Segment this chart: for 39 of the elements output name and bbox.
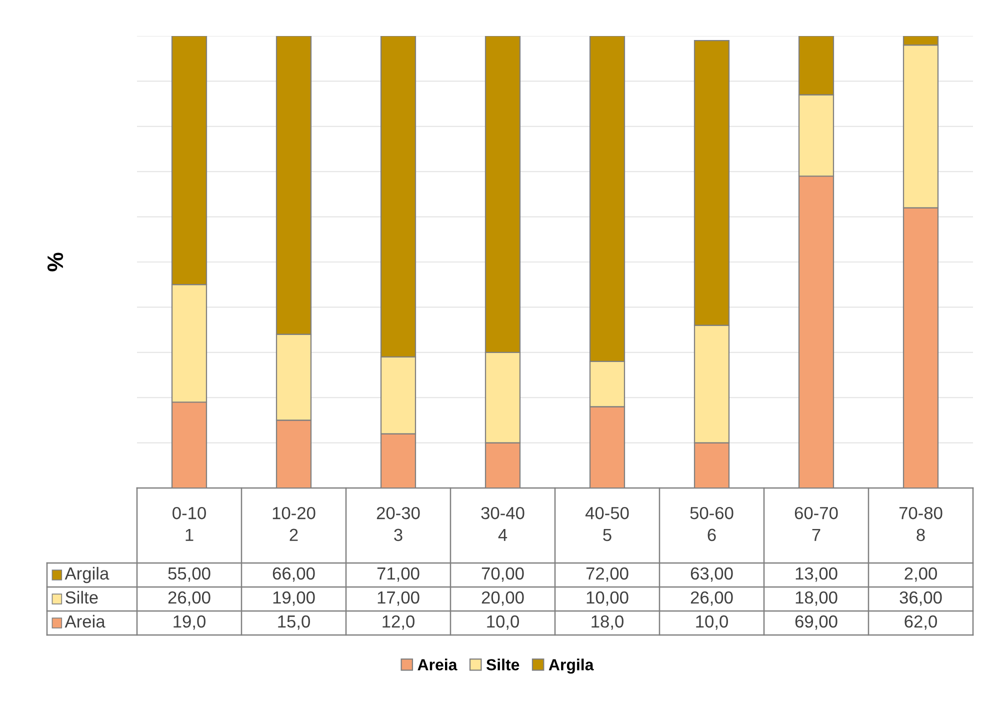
x-tick-label: 50-60 6 — [690, 506, 734, 542]
x-tick-label: 70-80 8 — [899, 506, 942, 542]
text: Silte — [486, 658, 520, 670]
data-label: 71,00 — [377, 567, 420, 582]
legend-label: Argila — [64, 566, 110, 584]
data-label: 10,0 — [487, 615, 519, 630]
x-tick-label: 30-40 4 — [481, 506, 524, 541]
data-label: 10,00 — [586, 591, 628, 606]
text: Areia — [418, 658, 458, 670]
data-label: 70,00 — [482, 567, 524, 582]
text: Argila — [548, 658, 594, 674]
data-label: 55,00 — [168, 567, 210, 582]
data-label: 69,00 — [795, 615, 838, 630]
data-label: 12,0 — [382, 615, 414, 630]
data-label: 20,00 — [482, 591, 524, 606]
legend-label: Silte — [66, 590, 98, 604]
legend-label: Areia — [64, 614, 106, 628]
data-label: 63,00 — [690, 567, 733, 582]
data-label: 10,0 — [696, 615, 728, 630]
data-label: 17,00 — [378, 591, 420, 606]
x-tick-label: 60-70 7 — [794, 506, 838, 541]
x-tick-label: 10-20 2 — [272, 506, 316, 541]
x-tick-label: 20-30 3 — [376, 506, 420, 542]
x-tick-label: 40-50 5 — [585, 506, 629, 542]
data-label: 18,00 — [796, 591, 838, 606]
data-label: 26,00 — [690, 591, 733, 606]
data-label: 2,00 — [904, 567, 937, 582]
data-label: 19,00 — [273, 591, 315, 606]
data-label: 15,0 — [278, 615, 310, 630]
data-label: 36,00 — [900, 591, 942, 606]
data-label: 62,0 — [904, 615, 937, 630]
data-label: 66,00 — [272, 567, 315, 582]
data-label: 26,00 — [168, 591, 210, 606]
data-label: 18,0 — [592, 615, 624, 630]
data-label: 13,00 — [796, 567, 838, 582]
x-tick-label: 0-10 1 — [172, 506, 206, 541]
y-axis-title: % — [47, 252, 64, 272]
data-label: 19,0 — [174, 615, 206, 630]
data-label: 72,00 — [586, 567, 628, 582]
